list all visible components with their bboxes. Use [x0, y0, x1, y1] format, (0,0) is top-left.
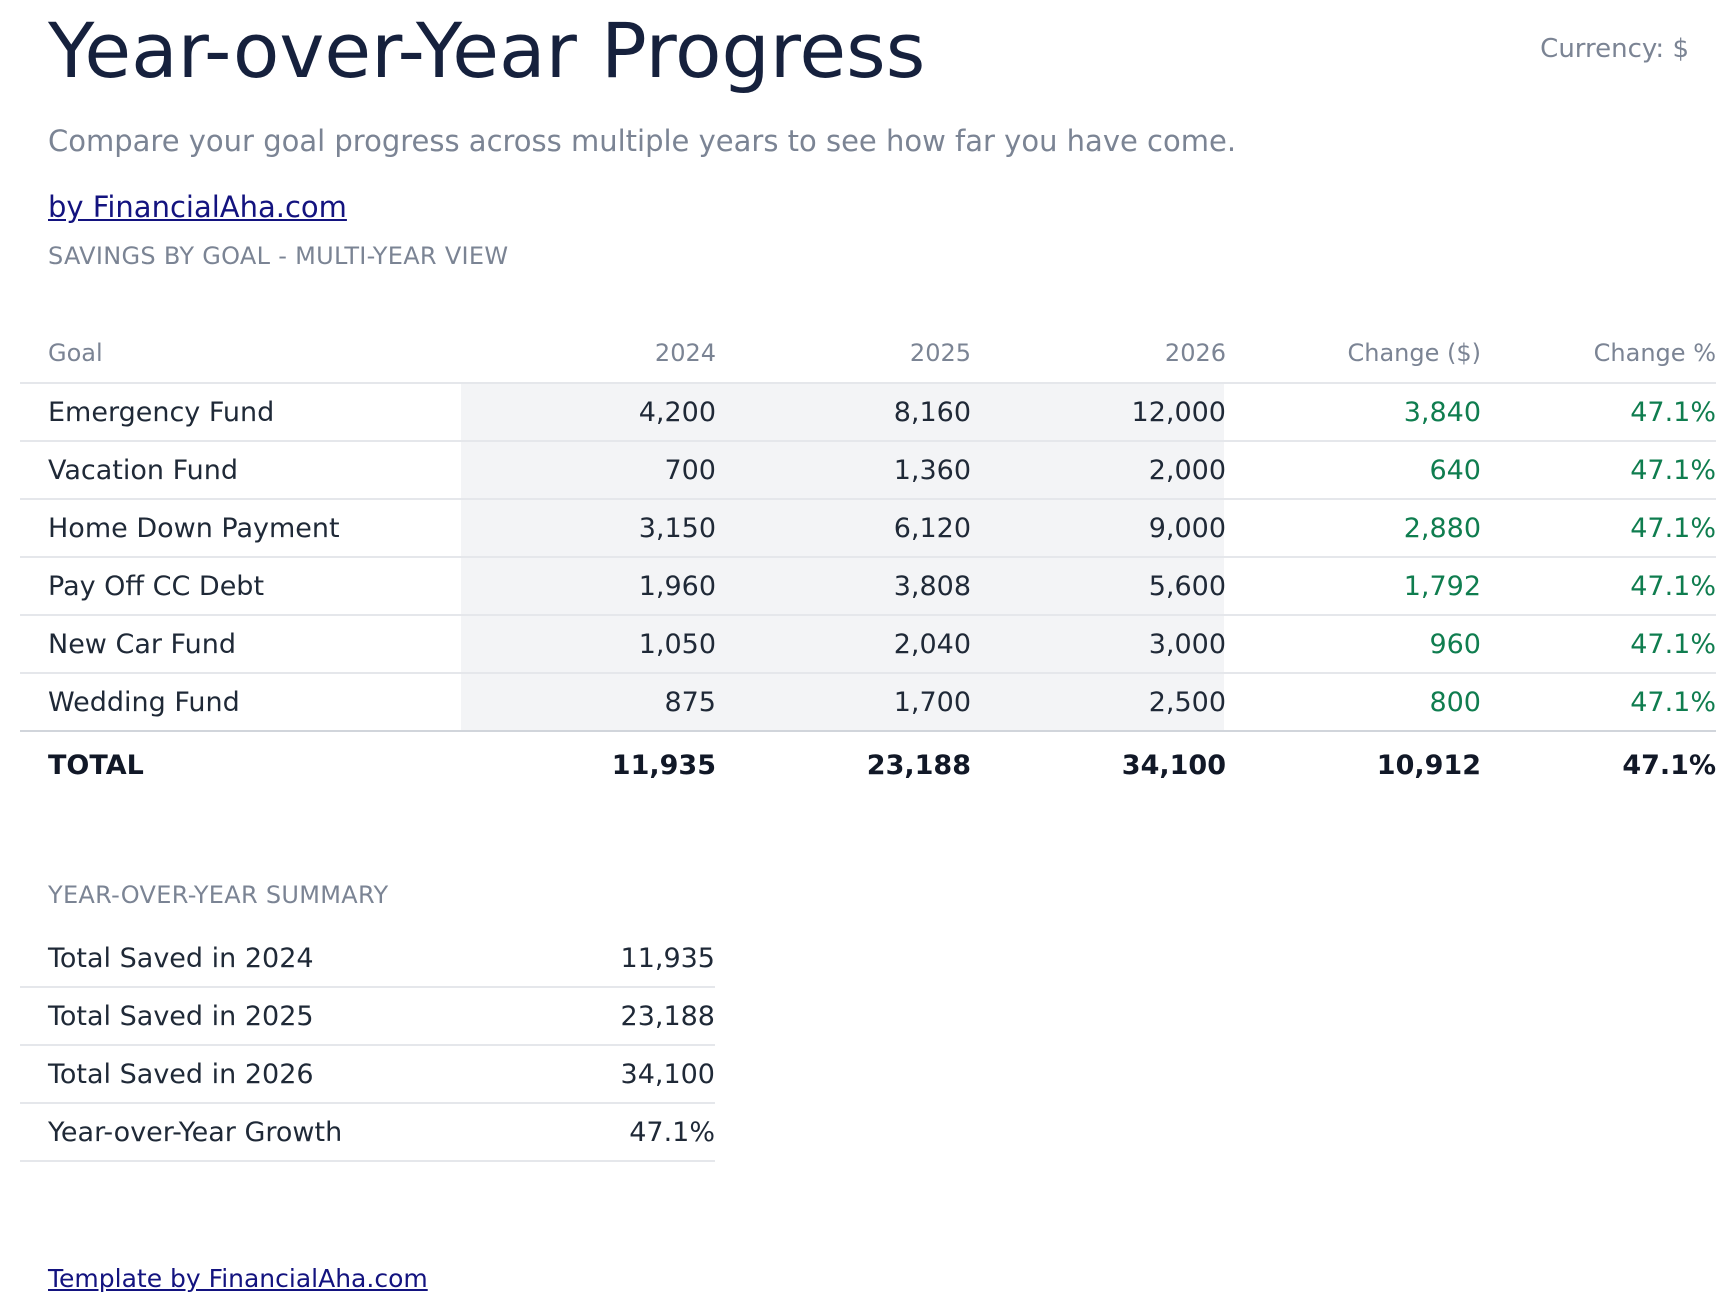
value-2025: 1,360	[893, 454, 971, 486]
summary-value: 34,100	[620, 1058, 715, 1090]
total-2025: 23,188	[866, 749, 971, 781]
goal-name: Home Down Payment	[48, 512, 340, 544]
summary-row: Total Saved in 2024 11,935	[20, 930, 715, 988]
summary-table: Total Saved in 2024 11,935 Total Saved i…	[20, 930, 715, 1162]
summary-label: Total Saved in 2025	[48, 1000, 314, 1032]
page-subtitle: Compare your goal progress across multip…	[48, 124, 1237, 158]
change-pct: 47.1%	[1630, 454, 1716, 486]
table-row: New Car Fund 1,050 2,040 3,000 960 47.1%	[20, 616, 1716, 674]
column-header-2024: 2024	[654, 339, 716, 367]
column-header-change-pct: Change %	[1593, 339, 1716, 367]
goals-table: Goal 2024 2025 2026 Change ($) Change % …	[20, 324, 1716, 798]
change-value: 3,840	[1403, 396, 1481, 428]
value-2025: 2,040	[893, 628, 971, 660]
change-value: 960	[1429, 628, 1481, 660]
footer-template-link[interactable]: Template by FinancialAha.com	[48, 1264, 428, 1293]
value-2026: 12,000	[1131, 396, 1226, 428]
change-pct: 47.1%	[1630, 570, 1716, 602]
change-value: 640	[1429, 454, 1481, 486]
summary-row: Total Saved in 2026 34,100	[20, 1046, 715, 1104]
summary-label: Total Saved in 2026	[48, 1058, 314, 1090]
summary-value: 23,188	[620, 1000, 715, 1032]
column-header-change: Change ($)	[1347, 339, 1481, 367]
value-2025: 6,120	[893, 512, 971, 544]
table-header-row: Goal 2024 2025 2026 Change ($) Change %	[20, 324, 1716, 384]
table-row: Vacation Fund 700 1,360 2,000 640 47.1%	[20, 442, 1716, 500]
summary-section-label: YEAR-OVER-YEAR SUMMARY	[48, 881, 389, 909]
total-row: TOTAL 11,935 23,188 34,100 10,912 47.1%	[20, 732, 1716, 798]
goal-name: Pay Off CC Debt	[48, 570, 265, 602]
currency-label: Currency: $	[1540, 34, 1689, 64]
summary-value: 47.1%	[629, 1116, 715, 1148]
goal-name: Vacation Fund	[48, 454, 239, 486]
column-header-2026: 2026	[1164, 339, 1226, 367]
value-2026: 5,600	[1148, 570, 1226, 602]
total-2026: 34,100	[1121, 749, 1226, 781]
change-value: 800	[1429, 686, 1481, 718]
change-pct: 47.1%	[1630, 686, 1716, 718]
total-change-pct: 47.1%	[1622, 749, 1716, 781]
table-row: Wedding Fund 875 1,700 2,500 800 47.1%	[20, 674, 1716, 732]
total-change: 10,912	[1376, 749, 1481, 781]
value-2026: 2,000	[1148, 454, 1226, 486]
summary-label: Total Saved in 2024	[48, 942, 314, 974]
value-2025: 1,700	[893, 686, 971, 718]
value-2026: 9,000	[1148, 512, 1226, 544]
change-value: 2,880	[1403, 512, 1481, 544]
table-row: Pay Off CC Debt 1,960 3,808 5,600 1,792 …	[20, 558, 1716, 616]
goals-section-label: SAVINGS BY GOAL - MULTI-YEAR VIEW	[48, 242, 509, 270]
change-pct: 47.1%	[1630, 396, 1716, 428]
column-header-2025: 2025	[909, 339, 971, 367]
value-2024: 875	[664, 686, 716, 718]
value-2024: 4,200	[638, 396, 716, 428]
value-2025: 8,160	[893, 396, 971, 428]
table-row: Emergency Fund 4,200 8,160 12,000 3,840 …	[20, 384, 1716, 442]
summary-row: Total Saved in 2025 23,188	[20, 988, 715, 1046]
total-2024: 11,935	[611, 749, 716, 781]
goal-name: New Car Fund	[48, 628, 236, 660]
page-title: Year-over-Year Progress	[48, 6, 926, 95]
value-2026: 3,000	[1148, 628, 1226, 660]
total-label: TOTAL	[48, 749, 144, 781]
change-pct: 47.1%	[1630, 512, 1716, 544]
table-row: Home Down Payment 3,150 6,120 9,000 2,88…	[20, 500, 1716, 558]
value-2024: 1,960	[638, 570, 716, 602]
change-pct: 47.1%	[1630, 628, 1716, 660]
value-2024: 700	[664, 454, 716, 486]
summary-label: Year-over-Year Growth	[48, 1116, 343, 1148]
value-2025: 3,808	[893, 570, 971, 602]
summary-row: Year-over-Year Growth 47.1%	[20, 1104, 715, 1162]
column-header-goal: Goal	[48, 339, 103, 367]
summary-value: 11,935	[620, 942, 715, 974]
goal-name: Emergency Fund	[48, 396, 275, 428]
value-2024: 3,150	[638, 512, 716, 544]
change-value: 1,792	[1403, 570, 1481, 602]
value-2026: 2,500	[1148, 686, 1226, 718]
value-2024: 1,050	[638, 628, 716, 660]
brand-link[interactable]: by FinancialAha.com	[48, 190, 347, 224]
goal-name: Wedding Fund	[48, 686, 240, 718]
